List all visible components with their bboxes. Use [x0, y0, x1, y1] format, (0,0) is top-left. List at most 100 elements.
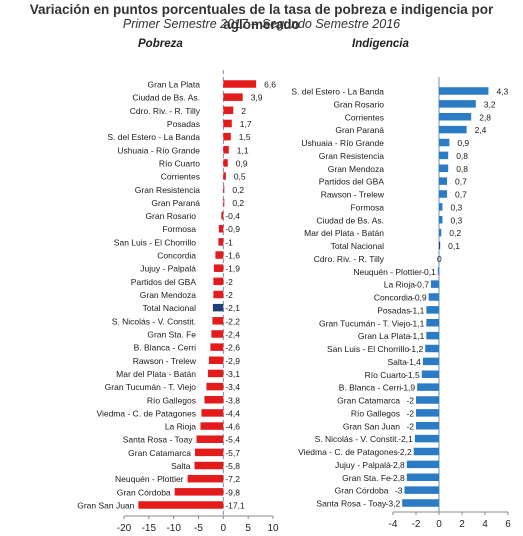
pobreza-bar-gran-resistencia [223, 185, 225, 193]
indigencia-category-label: Corrientes [345, 112, 384, 122]
indigencia-bar-mar-del-plata-batan [439, 228, 442, 237]
pobreza-category-label: Viedma - C. de Patagones [96, 408, 196, 418]
pobreza-value-label: 6,6 [264, 80, 276, 90]
pobreza-value-label: 1,5 [239, 132, 251, 142]
chart-title: Variación en puntos porcentuales de la t… [29, 2, 494, 32]
indigencia-category-label: Viedma - C. de Patagones [298, 447, 398, 457]
indigencia-value-label: -3 [395, 486, 403, 496]
indigencia-value-label: 0 [437, 254, 442, 264]
pobreza-value-label: -4,4 [225, 408, 240, 418]
pobreza-value-label: -17,1 [225, 501, 245, 511]
pobreza-category-label: Río Gallegos [147, 395, 196, 405]
pobreza-category-label: Salta [171, 461, 191, 471]
indigencia-category-label: La Rioja [384, 280, 415, 290]
pobreza-value-label: -5,7 [225, 448, 240, 458]
pobreza-value-label: -2 [225, 290, 233, 300]
pobreza-category-label: Ciudad de Bs. As. [132, 93, 200, 103]
pobreza-bar-san-luis-el-chorrillo [218, 238, 224, 246]
pobreza-value-label: -3,8 [225, 395, 240, 405]
pobreza-value-label: 0,2 [232, 185, 244, 195]
indigencia-category-label: B. Blanca - Cerri [339, 383, 401, 393]
indigencia-category-label: Gran Catamarca [337, 396, 400, 406]
pobreza-category-label: Cdro. Riv. - R. Tilly [130, 106, 201, 116]
pobreza-category-label: Río Cuarto [159, 158, 200, 168]
pobreza-chart: -20 -15 -10 -5 0 5 10 Gran La Plata 6,6 Ciudad de… [77, 70, 279, 534]
indigencia-bar-neuquen-plottier [437, 267, 439, 275]
pobreza-category-label: Concordia [157, 251, 196, 261]
pobreza-bar-salta [194, 461, 224, 470]
indigencia-category-label: Cdro. Riv. - R. Tilly [314, 254, 385, 264]
pobreza-value-label: 3,9 [251, 93, 263, 103]
indigencia-bar-gran-catamarca [416, 396, 439, 404]
indigencia-category-label: Concordia [374, 293, 413, 303]
indigencia-x-tick-label: 2 [459, 519, 465, 530]
pobreza-category-label: Gran Paraná [151, 198, 200, 208]
indigencia-value-label: -2,2 [397, 447, 412, 457]
indigencia-x-tick-label: -4 [389, 519, 398, 530]
pobreza-bar-s-del-estero-la-banda [223, 132, 231, 141]
pobreza-category-label: La Rioja [165, 422, 196, 432]
indigencia-value-label: 0,8 [456, 151, 468, 161]
indigencia-bar-gran-la-plata [426, 331, 439, 340]
pobreza-category-label: S. del Estero - La Banda [107, 132, 200, 142]
pobreza-bar-total-nacional [212, 303, 224, 312]
pobreza-bar-gran-catamarca [195, 448, 224, 457]
pobreza-value-label: 0,9 [236, 158, 248, 168]
indigencia-value-label: -1,2 [409, 344, 424, 354]
pobreza-x-tick-label: -20 [117, 523, 132, 534]
pobreza-bar-viedma-c-de-patagones [201, 409, 224, 417]
pobreza-x-tick-label: -10 [166, 523, 181, 534]
pobreza-bar-gran-la-plata [223, 80, 257, 88]
pobreza-x-tick-label: 10 [267, 523, 279, 534]
pobreza-value-label: -9,8 [225, 487, 240, 497]
pobreza-value-label: 2 [241, 106, 246, 116]
pobreza-category-label: Neuquén - Plottier [115, 474, 184, 484]
indigencia-bar-concordia [428, 293, 439, 301]
indigencia-value-label: 0,9 [457, 138, 469, 148]
indigencia-value-label: -1,1 [410, 331, 425, 341]
indigencia-category-label: Gran San Juan [343, 421, 400, 431]
indigencia-category-label: Formosa [350, 202, 384, 212]
indigencia-bar-b-blanca-cerri [417, 383, 439, 391]
indigencia-value-label: -0,1 [421, 267, 436, 277]
indigencia-bar-ushuaia-rio-grande [439, 138, 450, 147]
pobreza-value-label: -2 [225, 277, 233, 287]
pobreza-bar-gran-cordoba [174, 488, 224, 496]
pobreza-bar-rio-gallegos [204, 396, 224, 404]
indigencia-bar-rawson-trelew [439, 190, 448, 198]
indigencia-category-label: Río Gallegos [351, 408, 400, 418]
indigencia-bar-corrientes [439, 113, 472, 121]
indigencia-bar-gran-cordoba [404, 486, 439, 494]
pobreza-value-label: -1,9 [225, 264, 240, 274]
indigencia-value-label: -2,8 [390, 473, 405, 483]
pobreza-x-tick-label: 0 [221, 523, 227, 534]
pobreza-value-label: -3,4 [225, 382, 240, 392]
pobreza-value-label: -0,9 [225, 224, 240, 234]
pobreza-x-tick-label: -15 [142, 523, 157, 534]
indigencia-x-tick-label: 4 [482, 519, 488, 530]
indigencia-bar-gran-rosario [439, 100, 476, 108]
pobreza-category-label: Gran Tucumán - T. Viejo [105, 382, 197, 392]
pobreza-bar-ushuaia-rio-grande [223, 146, 229, 154]
indigencia-category-label: Posadas [377, 305, 410, 315]
pobreza-value-label: -2,1 [225, 303, 240, 313]
indigencia-value-label: 3,2 [484, 99, 496, 109]
pobreza-bar-gran-tucuman-t-viejo [206, 382, 224, 391]
indigencia-bar-formosa [439, 203, 443, 211]
pobreza-bar-rio-cuarto [223, 159, 228, 167]
pobreza-bar-b-blanca-cerri [210, 343, 224, 351]
indigencia-value-label: -2 [406, 408, 414, 418]
pobreza-category-label: Gran Rosario [145, 211, 196, 221]
indigencia-value-label: -1,9 [400, 383, 415, 393]
pobreza-category-label: Jujuy - Palpalá [140, 264, 196, 274]
indigencia-x-tick-label: 6 [505, 519, 511, 530]
pobreza-value-label: -1 [225, 237, 233, 247]
indigencia-category-label: Gran Paraná [335, 125, 384, 135]
indigencia-x-tick-label: 0 [436, 519, 442, 530]
indigencia-category-label: Gran Resistencia [319, 151, 384, 161]
pobreza-value-label: -7,2 [225, 474, 240, 484]
indigencia-bar-partidos-del-gba [439, 177, 448, 185]
pobreza-bar-corrientes [223, 172, 226, 180]
pobreza-category-label: Formosa [162, 224, 196, 234]
chart-subtitle: Primer Semestre 2017 – Segundo Semestre … [122, 17, 401, 31]
